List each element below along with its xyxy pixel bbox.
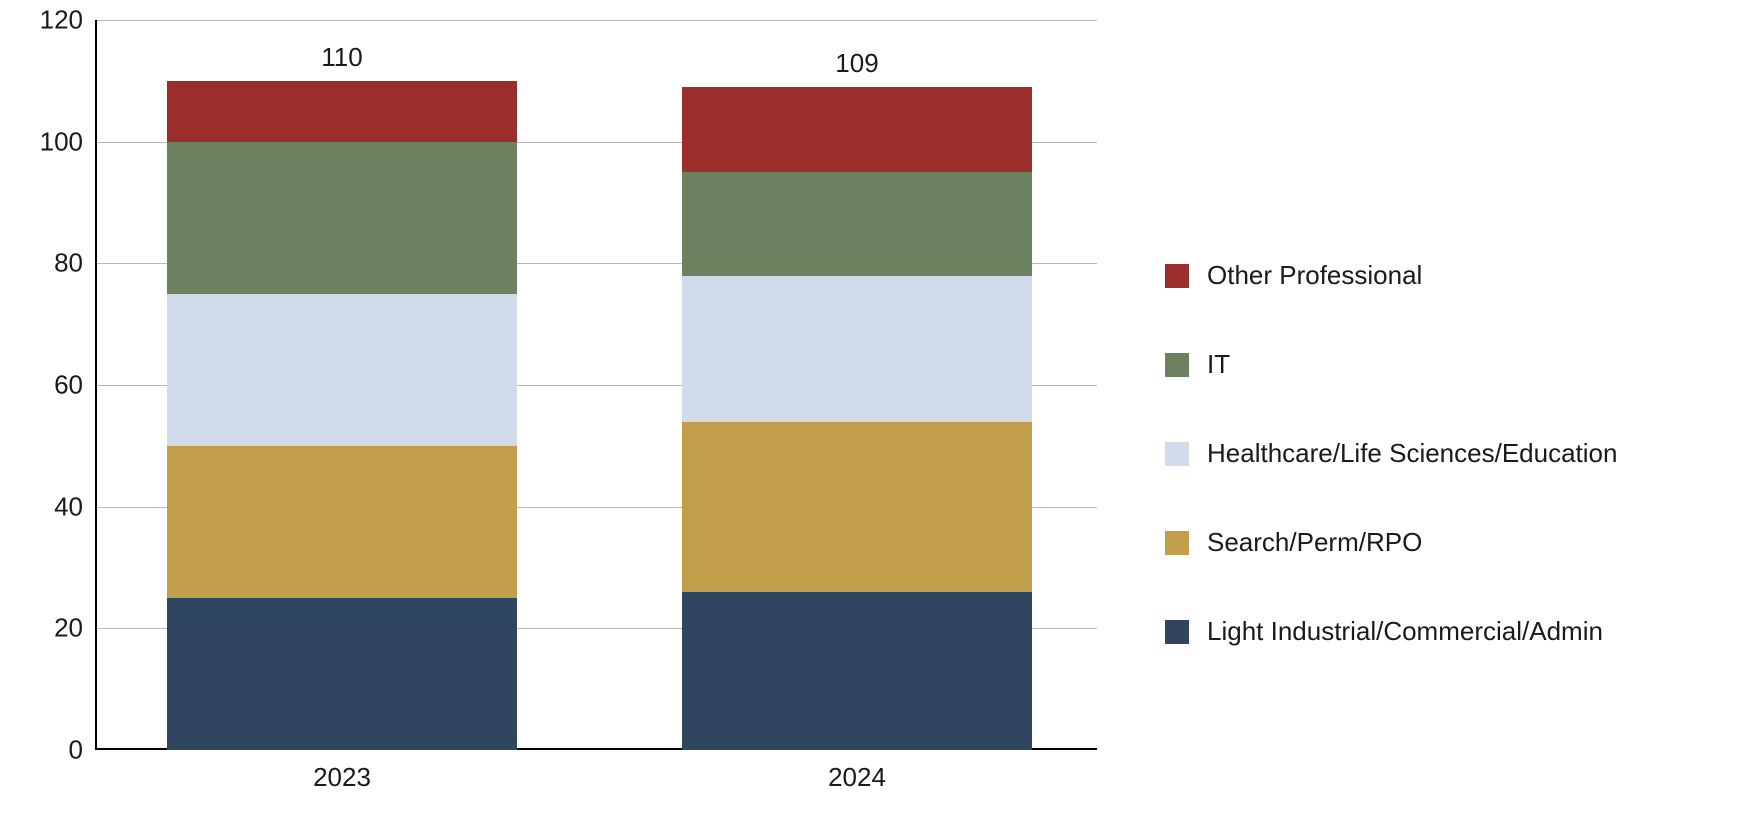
plot-area: 02040608010012011020231092024 — [95, 20, 1097, 750]
legend-label: Light Industrial/Commercial/Admin — [1207, 616, 1603, 647]
y-tick-label: 120 — [40, 5, 97, 36]
legend-label: Other Professional — [1207, 260, 1422, 291]
bar-segment — [682, 172, 1032, 275]
grid-line — [97, 20, 1097, 21]
legend-item: Other Professional — [1165, 260, 1705, 291]
y-tick-label: 60 — [54, 370, 97, 401]
y-tick-label: 80 — [54, 248, 97, 279]
bar-total-label: 109 — [835, 48, 878, 79]
legend-item: Light Industrial/Commercial/Admin — [1165, 616, 1705, 647]
bar-segment — [167, 81, 517, 142]
legend-swatch — [1165, 442, 1189, 466]
bar-segment — [167, 598, 517, 750]
legend-swatch — [1165, 264, 1189, 288]
bar-segment — [682, 87, 1032, 172]
legend-item: Search/Perm/RPO — [1165, 527, 1705, 558]
bar-segment — [167, 446, 517, 598]
bar-segment — [682, 592, 1032, 750]
bar-group: 1092024 — [682, 87, 1032, 750]
bar-stack — [682, 87, 1032, 750]
x-tick-label: 2024 — [828, 750, 886, 793]
legend-swatch — [1165, 620, 1189, 644]
y-tick-label: 0 — [69, 735, 97, 766]
legend-label: Healthcare/Life Sciences/Education — [1207, 438, 1617, 469]
legend: Other Professional IT Healthcare/Life Scie… — [1165, 260, 1705, 705]
legend-swatch — [1165, 531, 1189, 555]
legend-item: IT — [1165, 349, 1705, 380]
bar-segment — [167, 294, 517, 446]
legend-label: Search/Perm/RPO — [1207, 527, 1422, 558]
y-tick-label: 100 — [40, 126, 97, 157]
bar-segment — [682, 276, 1032, 422]
bar-segment — [682, 422, 1032, 592]
bar-group: 1102023 — [167, 81, 517, 750]
bar-total-label: 110 — [321, 42, 362, 73]
legend-item: Healthcare/Life Sciences/Education — [1165, 438, 1705, 469]
x-tick-label: 2023 — [313, 750, 371, 793]
bar-segment — [167, 142, 517, 294]
legend-swatch — [1165, 353, 1189, 377]
legend-label: IT — [1207, 349, 1230, 380]
bar-stack — [167, 81, 517, 750]
y-tick-label: 40 — [54, 491, 97, 522]
stacked-bar-chart: 02040608010012011020231092024 Other Prof… — [0, 0, 1739, 814]
y-tick-label: 20 — [54, 613, 97, 644]
